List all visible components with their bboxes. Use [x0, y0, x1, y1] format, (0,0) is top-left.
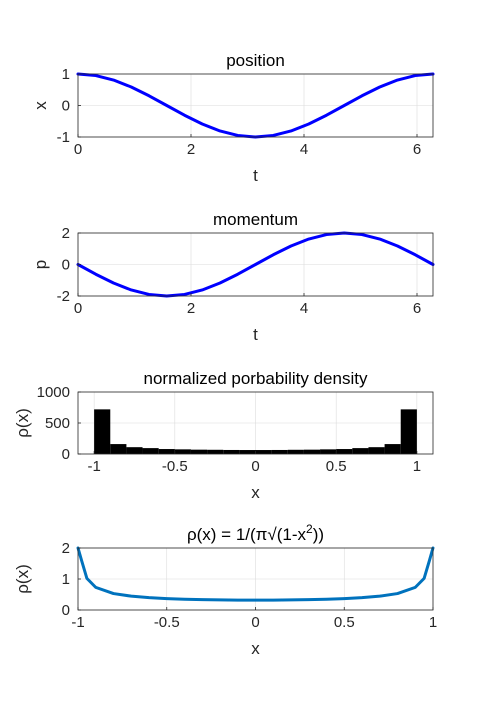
chart-3-xtick-label-2: 0	[251, 458, 259, 475]
chart-3-bar-11	[272, 450, 288, 454]
chart-3-xtick-label-3: 0.5	[326, 458, 347, 475]
chart-2-ytick-label-1: 0	[62, 257, 70, 274]
chart-1-ytick-label-1: 0	[62, 98, 70, 115]
chart-3-bar-19	[401, 409, 417, 454]
chart-2-ylabel: p	[31, 260, 50, 269]
chart-3-bar-4	[159, 449, 175, 454]
chart-3-xtick-label-0: -1	[87, 458, 100, 475]
chart-1-ylabel: x	[31, 101, 50, 110]
chart-2-xlabel: t	[253, 325, 258, 344]
chart-3-title: normalized porbability density	[144, 369, 368, 388]
chart-3-bar-12	[288, 450, 304, 454]
chart-3-bar-8	[223, 450, 239, 454]
chart-1-xtick-label-3: 6	[413, 141, 421, 158]
chart-4-xtick-label-4: 1	[429, 614, 437, 631]
chart-1-xlabel: t	[253, 166, 258, 185]
chart-3-bar-18	[385, 444, 401, 454]
chart-3-bar-17	[368, 447, 384, 454]
chart-4-title: ρ(x) = 1/(π√(1-x2))	[187, 522, 324, 544]
chart-3-bar-10	[256, 450, 272, 454]
chart-3-bar-3	[143, 448, 159, 454]
chart-4-title-tail: ))	[313, 525, 324, 544]
chart-3-bar-7	[207, 450, 223, 454]
chart-4-ytick-label-2: 2	[62, 540, 70, 557]
chart-3-bar-6	[191, 450, 207, 454]
chart-3-ytick-label-2: 1000	[37, 384, 70, 401]
chart-3-xlabel: x	[251, 483, 260, 502]
chart-1-xtick-label-0: 0	[74, 141, 82, 158]
chart-1-ytick-label-0: -1	[57, 129, 70, 146]
chart-3-ytick-label-0: 0	[62, 446, 70, 463]
chart-3-bar-1	[110, 444, 126, 454]
chart-4-xtick-label-1: -0.5	[154, 614, 180, 631]
chart-2-ytick-label-0: -2	[57, 288, 70, 305]
chart-3-bar-13	[304, 450, 320, 454]
chart-2-xtick-label-3: 6	[413, 300, 421, 317]
chart-4-title-main: ρ(x) = 1/(π√(1-x	[187, 525, 307, 544]
chart-3-bar-0	[94, 409, 110, 454]
chart-3-bar-16	[352, 448, 368, 454]
chart-4-xtick-label-0: -1	[71, 614, 84, 631]
chart-1-xtick-label-1: 2	[187, 141, 195, 158]
chart-2-ytick-label-2: 2	[62, 225, 70, 242]
chart-3-bar-2	[126, 447, 142, 454]
chart-3-ylabel: ρ(x)	[13, 408, 32, 438]
chart-1-title: position	[226, 51, 285, 70]
chart-3-bar-5	[175, 449, 191, 454]
chart-4-ylabel: ρ(x)	[13, 564, 32, 594]
chart-4-ytick-label-0: 0	[62, 602, 70, 619]
chart-3-xtick-label-4: 1	[413, 458, 421, 475]
chart-1-xtick-label-2: 4	[300, 141, 308, 158]
chart-4-xlabel: x	[251, 639, 260, 658]
chart-3-bar-9	[239, 450, 255, 454]
chart-3-bar-15	[336, 449, 352, 454]
chart-3-xtick-label-1: -0.5	[162, 458, 188, 475]
chart-4-xtick-label-3: 0.5	[334, 614, 355, 631]
chart-3-ytick-label-1: 500	[45, 415, 70, 432]
chart-2-xtick-label-1: 2	[187, 300, 195, 317]
chart-4-xtick-label-2: 0	[251, 614, 259, 631]
chart-2-xtick-label-2: 4	[300, 300, 308, 317]
chart-2-title: momentum	[213, 210, 298, 229]
chart-2-xtick-label-0: 0	[74, 300, 82, 317]
chart-1-ytick-label-2: 1	[62, 66, 70, 83]
chart-4-ytick-label-1: 1	[62, 571, 70, 588]
chart-3-bar-14	[320, 449, 336, 454]
